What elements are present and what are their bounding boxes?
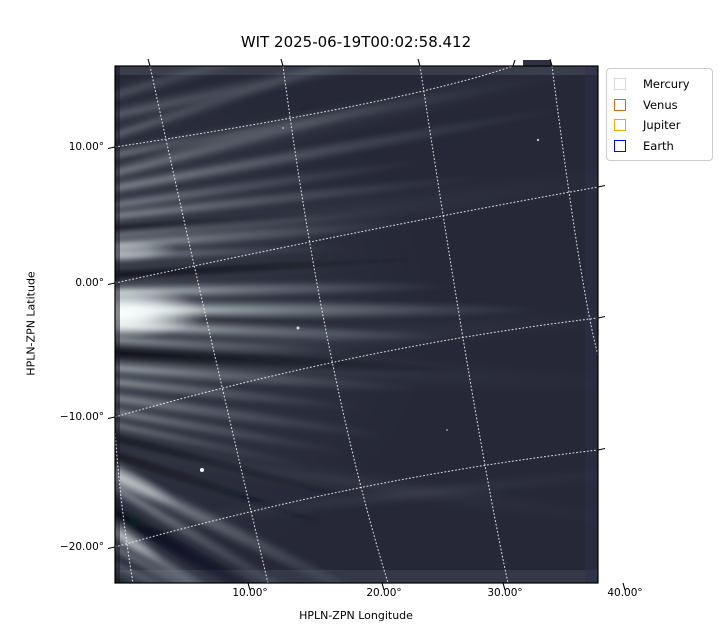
- star-dot: [296, 326, 300, 330]
- legend-swatch-earth-icon: [614, 139, 626, 152]
- coronagraph-image: [115, 66, 598, 583]
- y-tick-label: −10.00°: [59, 411, 104, 423]
- sky-svg: [115, 66, 598, 583]
- star-dot: [200, 468, 204, 472]
- y-axis-label: HPLN-ZPN Latitude: [24, 271, 38, 376]
- plot-title: WIT 2025-06-19T00:02:58.412: [240, 33, 472, 51]
- legend-item-mercury: Mercury: [614, 74, 706, 95]
- y-tick-label: −20.00°: [59, 541, 104, 553]
- legend-label: Jupiter: [643, 118, 681, 133]
- x-tick-label: 10.00°: [232, 587, 268, 599]
- legend-label: Mercury: [643, 77, 690, 92]
- legend-item-jupiter: Jupiter: [614, 115, 706, 136]
- legend-swatch-jupiter-icon: [614, 119, 626, 132]
- axis-tick: [107, 146, 116, 150]
- legend-label: Earth: [643, 138, 674, 153]
- axis-tick: [107, 416, 116, 420]
- x-tick-label: 40.00°: [607, 587, 643, 599]
- axis-tick: [107, 282, 116, 286]
- legend-item-venus: Venus: [614, 95, 706, 116]
- legend-item-earth: Earth: [614, 136, 706, 157]
- axis-tick: [107, 546, 116, 550]
- axis-tick: [597, 315, 606, 319]
- x-tick-label: 30.00°: [487, 587, 523, 599]
- legend-swatch-mercury-icon: [614, 78, 626, 91]
- axis-tick: [280, 58, 284, 67]
- legend-swatch-venus-icon: [614, 98, 626, 111]
- axis-tick: [597, 447, 606, 451]
- planet-legend: Mercury Venus Jupiter Earth: [606, 68, 713, 161]
- x-tick-label: 20.00°: [366, 587, 402, 599]
- star-dot: [536, 138, 540, 142]
- legend-label: Venus: [643, 97, 678, 112]
- axis-tick: [597, 184, 606, 188]
- y-tick-label: 10.00°: [68, 141, 104, 153]
- star-dot: [282, 127, 284, 129]
- axis-tick: [417, 58, 421, 67]
- axis-tick: [147, 58, 151, 67]
- y-tick-label: 0.00°: [75, 277, 104, 289]
- axis-tick: [549, 58, 553, 67]
- x-axis-label: HPLN-ZPN Longitude: [299, 609, 413, 622]
- star-dot: [446, 429, 448, 431]
